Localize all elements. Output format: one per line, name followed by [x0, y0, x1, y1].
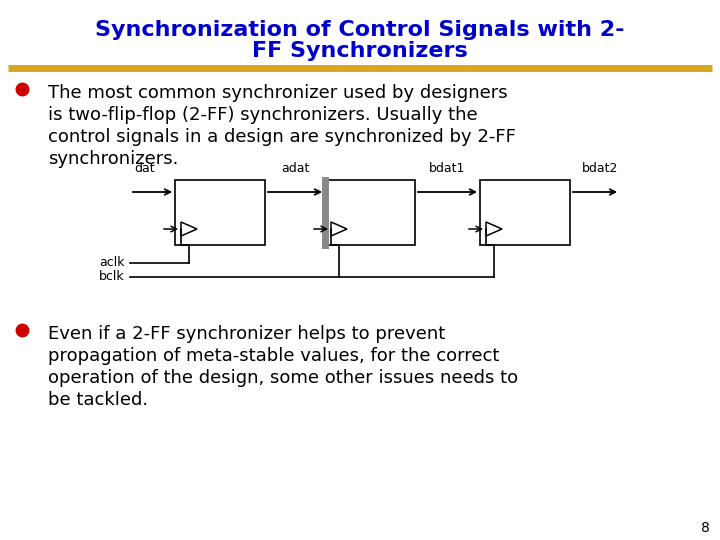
Text: The most common synchronizer used by designers: The most common synchronizer used by des…	[48, 84, 508, 102]
Text: Synchronization of Control Signals with 2-: Synchronization of Control Signals with …	[95, 20, 625, 40]
Polygon shape	[181, 222, 197, 236]
Text: 8: 8	[701, 521, 710, 535]
Text: dat: dat	[135, 162, 156, 175]
Bar	[480, 180, 570, 245]
Text: adat: adat	[281, 162, 309, 175]
Text: FF Synchronizers: FF Synchronizers	[252, 41, 468, 61]
Text: control signals in a design are synchronized by 2-FF: control signals in a design are synchron…	[48, 128, 516, 146]
Bar	[175, 180, 265, 245]
Text: bdat1: bdat1	[429, 162, 465, 175]
Text: propagation of meta-stable values, for the correct: propagation of meta-stable values, for t…	[48, 347, 500, 365]
Text: Even if a 2-FF synchronizer helps to prevent: Even if a 2-FF synchronizer helps to pre…	[48, 325, 445, 343]
Polygon shape	[331, 222, 347, 236]
Text: be tackled.: be tackled.	[48, 391, 148, 409]
Text: synchronizers.: synchronizers.	[48, 150, 179, 168]
Text: operation of the design, some other issues needs to: operation of the design, some other issu…	[48, 369, 518, 387]
Polygon shape	[486, 222, 502, 236]
Text: bdat2: bdat2	[582, 162, 618, 175]
Bar	[325, 180, 415, 245]
Text: bclk: bclk	[99, 271, 125, 284]
Text: aclk: aclk	[99, 256, 125, 269]
Text: is two-flip-flop (2-FF) synchronizers. Usually the: is two-flip-flop (2-FF) synchronizers. U…	[48, 106, 477, 124]
